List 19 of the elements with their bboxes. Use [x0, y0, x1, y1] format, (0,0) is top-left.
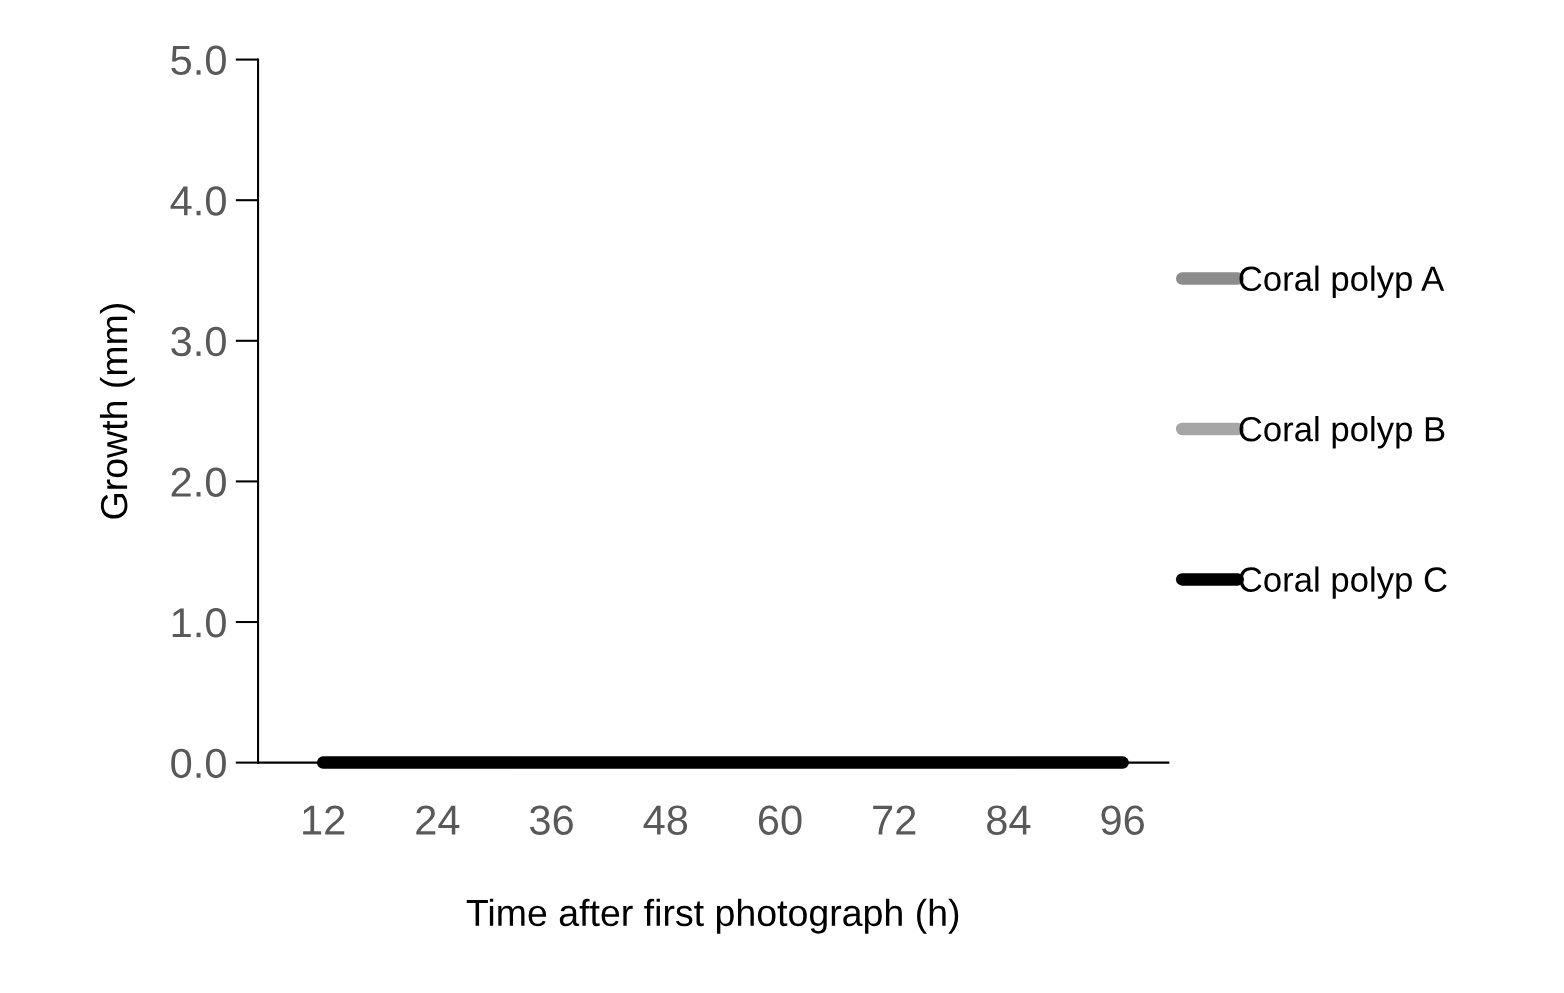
- legend-label: Coral polyp A: [1239, 265, 1445, 298]
- legend-label: Coral polyp C: [1239, 566, 1447, 599]
- x-axis-title: Time after first photograph (h): [466, 898, 959, 934]
- y-axis-title: Growth (mm): [99, 304, 135, 519]
- x-tick-label: 96: [1101, 805, 1144, 835]
- y-tick-label: 2.0: [171, 467, 226, 497]
- x-tick-label: 48: [643, 805, 688, 835]
- y-tick-label: 1.0: [172, 608, 226, 638]
- x-tick-label: 60: [758, 805, 802, 835]
- y-tick-label: 3.0: [171, 326, 226, 357]
- y-tick-label: 4.0: [170, 186, 226, 216]
- legend-label: Coral polyp B: [1239, 416, 1445, 449]
- y-tick-label: 5.0: [171, 45, 226, 76]
- x-tick-label: 12: [303, 805, 345, 835]
- x-tick-label: 84: [987, 805, 1031, 835]
- y-tick-label: 0.0: [171, 748, 226, 779]
- x-tick-label: 24: [416, 805, 460, 835]
- x-tick-label: 36: [530, 805, 573, 835]
- x-tick-label: 72: [873, 805, 916, 835]
